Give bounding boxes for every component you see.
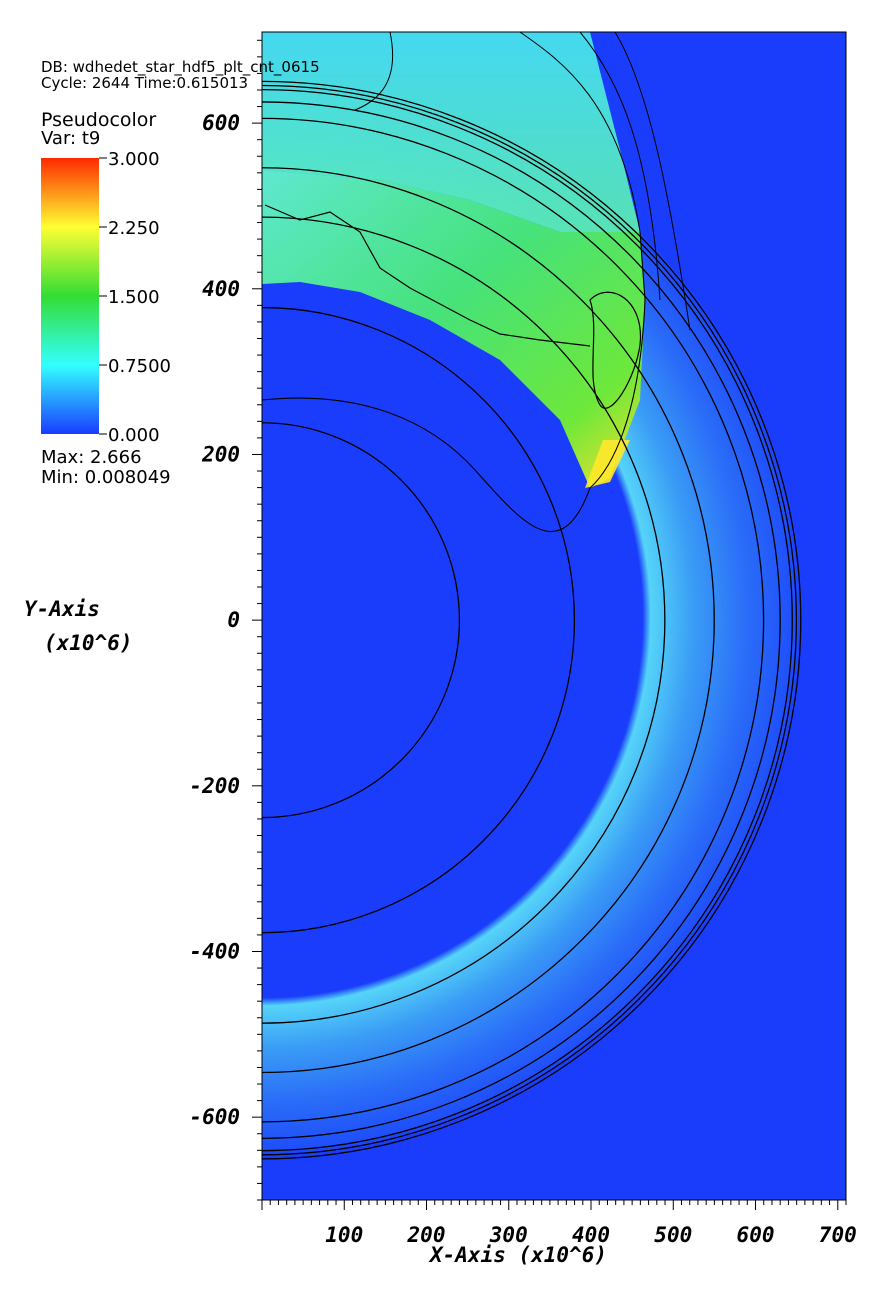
y-axis: 600 400 200 0 -200 -400 -600 bbox=[189, 32, 263, 1201]
upper-cap-region bbox=[262, 32, 640, 232]
contour-ring-5 bbox=[262, 101, 781, 1139]
y-tick-label: -400 bbox=[189, 939, 240, 963]
y-tick-label: -600 bbox=[189, 1105, 240, 1129]
contour-ring-3 bbox=[262, 167, 715, 1074]
variable-label: Var: t9 bbox=[41, 128, 101, 149]
colorbar bbox=[41, 158, 99, 434]
y-tick-label: 200 bbox=[201, 442, 240, 466]
heated-shell bbox=[262, 77, 802, 1157]
hot-ejecta-region bbox=[262, 170, 645, 488]
max-label: Max: 2.666 bbox=[41, 447, 142, 468]
y-tick-label: 0 bbox=[227, 608, 240, 632]
y-axis-title-line2: (x10^6) bbox=[44, 631, 133, 655]
x-tick-label: 700 bbox=[819, 1223, 857, 1247]
detonation-hotspot bbox=[585, 440, 630, 488]
shock-contour bbox=[262, 231, 646, 533]
x-tick-label: 400 bbox=[572, 1223, 610, 1247]
x-tick-label: 100 bbox=[325, 1223, 363, 1247]
colorbar-tick-label: 0.000 bbox=[108, 425, 160, 446]
contour-ring-0 bbox=[262, 422, 460, 819]
x-axis-title: X-Axis (x10^6) bbox=[428, 1243, 607, 1267]
db-label: DB: wdhedet_star_hdf5_plt_cnt_0615 bbox=[41, 58, 320, 76]
colorbar-tick-label: 3.000 bbox=[108, 149, 160, 170]
cycle-time-label: Cycle: 2644 Time:0.615013 bbox=[41, 74, 249, 92]
colorbar-tick-label: 2.250 bbox=[108, 218, 160, 239]
contour-lines bbox=[262, 81, 801, 1159]
x-tick-label: 600 bbox=[737, 1223, 775, 1247]
x-tick-label: 300 bbox=[489, 1223, 528, 1247]
contour-ring-4 bbox=[262, 117, 765, 1123]
y-tick-label: 600 bbox=[202, 111, 240, 135]
upper-streak-contours bbox=[354, 32, 691, 331]
y-tick-label: -200 bbox=[189, 774, 240, 798]
colorbar-tick-label: 1.500 bbox=[108, 287, 160, 308]
y-axis-title-line1: Y-Axis bbox=[24, 597, 100, 621]
colorbar-tick-label: 0.7500 bbox=[108, 356, 171, 377]
burn-front-contour bbox=[264, 204, 591, 347]
x-tick-label: 200 bbox=[407, 1223, 446, 1247]
min-label: Min: 0.008049 bbox=[41, 467, 171, 488]
contour-ring-7 bbox=[262, 84, 798, 1156]
plot-type-label: Pseudocolor bbox=[41, 109, 157, 131]
contour-ring-1 bbox=[262, 306, 576, 934]
x-axis: 100 200 300 400 500 600 700 bbox=[261, 1199, 857, 1247]
x-tick-label: 500 bbox=[654, 1223, 692, 1247]
y-tick-label: 400 bbox=[202, 277, 240, 301]
contour-ring-6 bbox=[262, 88, 794, 1152]
burn-front-loop bbox=[589, 291, 642, 409]
